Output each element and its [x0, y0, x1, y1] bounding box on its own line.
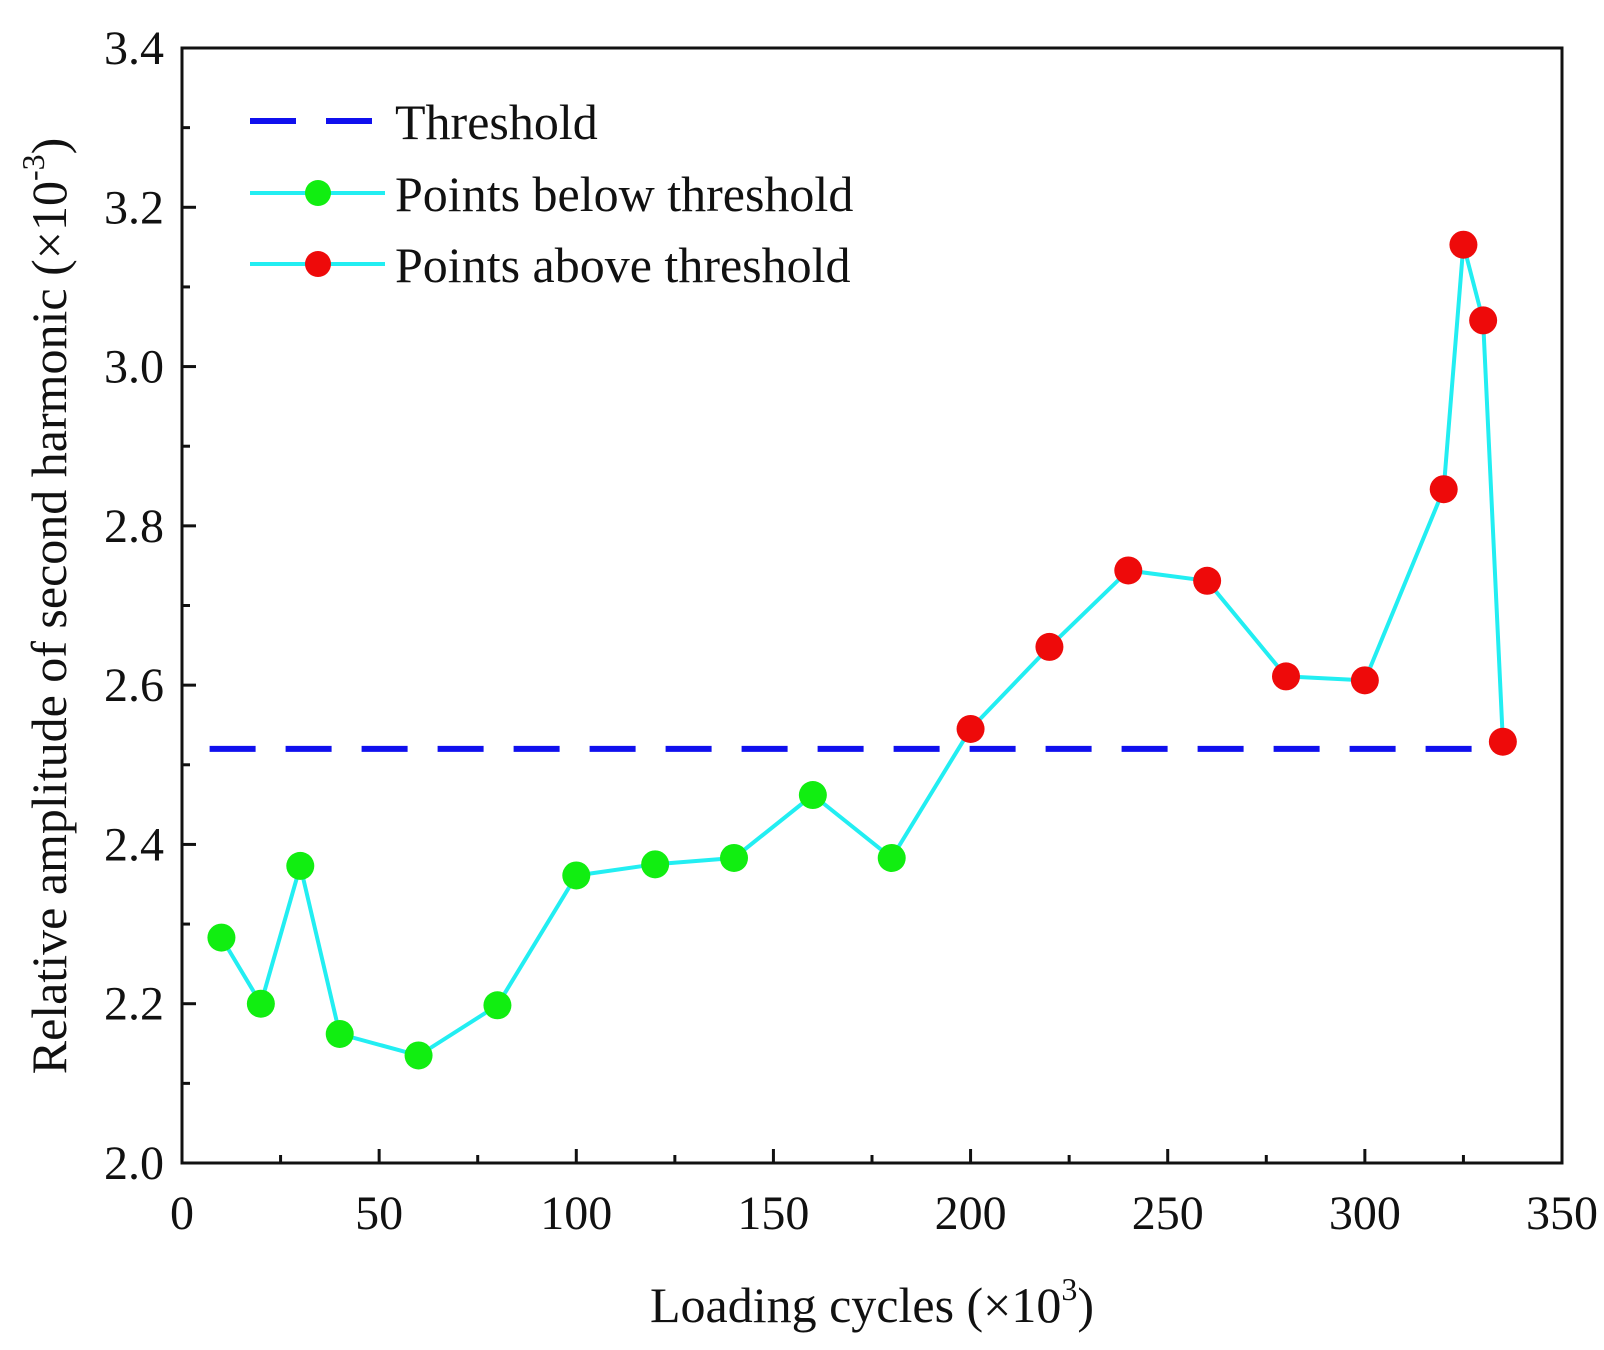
y-tick-label: 2.2	[104, 978, 164, 1031]
plot-frame	[180, 46, 1564, 1165]
y-axis-title-close: )	[21, 138, 77, 155]
marker-layer	[207, 230, 1517, 1070]
axes-layer: 0 50 100 150 200 250 300 350 2.0 2.2 2.4 2.6 2.8 3.0 3…	[104, 22, 1598, 1240]
series-line-layer	[219, 242, 1505, 1058]
point-below-threshold	[483, 991, 512, 1020]
point-above-threshold	[1488, 727, 1517, 756]
y-axis-title-sup: -3	[15, 154, 51, 181]
point-below-threshold	[325, 1019, 354, 1048]
y-tick-label: 2.0	[104, 1137, 164, 1190]
x-tick-label: 250	[1132, 1187, 1204, 1240]
legend-threshold-label: Threshold	[395, 94, 598, 150]
point-above-threshold	[1193, 566, 1222, 595]
point-below-threshold	[404, 1041, 433, 1070]
point-below-threshold	[562, 861, 591, 890]
legend-above-marker	[305, 251, 331, 277]
point-below-threshold	[877, 843, 906, 872]
legend-item-below: Points below threshold	[250, 166, 853, 222]
point-above-threshold	[1272, 662, 1300, 691]
legend: Threshold Points below threshold Points …	[250, 94, 853, 293]
x-axis-title-text: Loading cycles (×10	[650, 1277, 1061, 1333]
x-tick-label: 200	[935, 1187, 1007, 1240]
x-tick-label: 50	[355, 1187, 403, 1240]
point-below-threshold	[641, 850, 670, 879]
legend-item-above: Points above threshold	[250, 237, 851, 293]
x-tick-label: 150	[737, 1187, 809, 1240]
point-above-threshold	[1035, 632, 1064, 661]
x-axis-title-sup: 3	[1061, 1271, 1077, 1307]
point-above-threshold	[1350, 666, 1379, 695]
point-below-threshold	[246, 989, 275, 1018]
series-line	[219, 242, 1505, 1058]
point-above-threshold	[1449, 230, 1478, 259]
legend-above-label: Points above threshold	[395, 237, 851, 293]
x-tick-label: 0	[170, 1187, 194, 1240]
y-tick-label: 2.4	[104, 818, 164, 871]
x-axis-title: Loading cycles (×103)	[650, 1271, 1094, 1333]
legend-below-label: Points below threshold	[395, 166, 853, 222]
y-axis-title-text: Relative amplitude of second harmonic (×…	[21, 181, 77, 1074]
point-above-threshold	[1429, 475, 1458, 504]
point-below-threshold	[720, 843, 748, 872]
y-tick-label: 2.6	[104, 659, 164, 712]
legend-below-marker	[305, 180, 331, 206]
x-tick-label: 300	[1329, 1187, 1401, 1240]
point-above-threshold	[956, 714, 985, 743]
y-tick-label: 3.0	[104, 341, 164, 394]
x-axis-title-close: )	[1077, 1277, 1094, 1333]
y-tick-label: 3.2	[104, 181, 164, 234]
point-below-threshold	[286, 851, 315, 880]
y-tick-label: 3.4	[104, 22, 164, 75]
point-below-threshold	[798, 781, 827, 810]
point-above-threshold	[1114, 556, 1143, 585]
x-tick-label: 350	[1526, 1187, 1598, 1240]
point-above-threshold	[1469, 306, 1498, 335]
y-tick-label: 2.8	[104, 500, 164, 553]
y-axis-title: Relative amplitude of second harmonic (×…	[15, 138, 77, 1075]
legend-item-threshold: Threshold	[250, 94, 598, 150]
point-below-threshold	[207, 923, 236, 952]
x-tick-label: 100	[540, 1187, 612, 1240]
